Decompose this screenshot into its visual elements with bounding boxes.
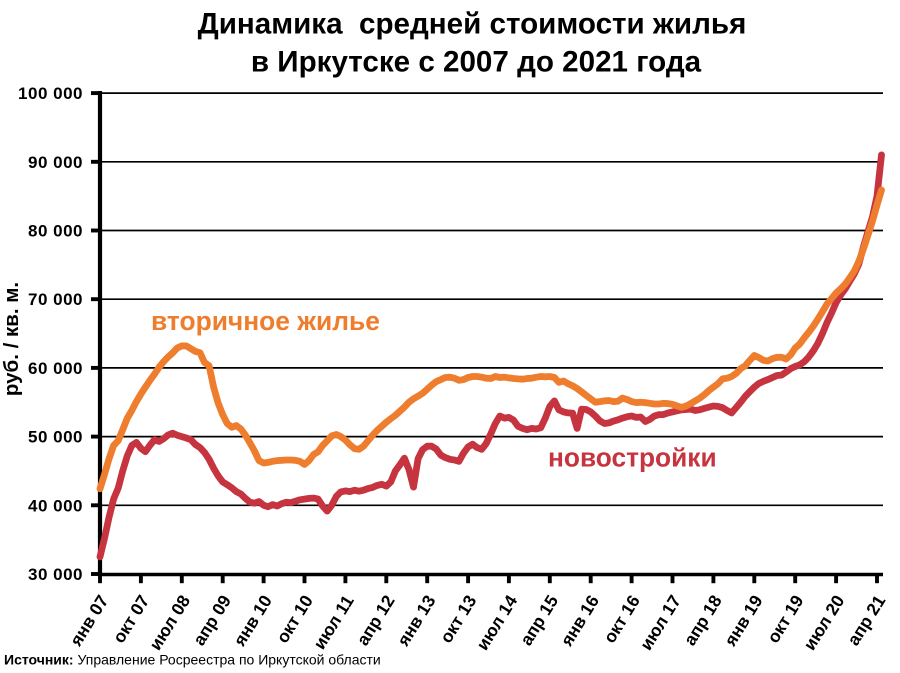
svg-text:30 000: 30 000 [28, 565, 83, 584]
svg-text:70 000: 70 000 [28, 290, 83, 309]
svg-text:60 000: 60 000 [28, 359, 83, 378]
svg-text:50 000: 50 000 [28, 428, 83, 447]
svg-text:100 000: 100 000 [18, 84, 83, 103]
svg-text:в Иркутске с 2007 до 2021 года: в Иркутске с 2007 до 2021 года [251, 46, 702, 79]
svg-text:вторичное жилье: вторичное жилье [151, 306, 380, 336]
svg-text:Источник: Управление Росреестр: Источник: Управление Росреестра по Иркут… [4, 652, 381, 668]
svg-text:Динамика средней стоимости жи: Динамика средней стоимости жилья [198, 8, 747, 41]
svg-text:90 000: 90 000 [28, 153, 83, 172]
svg-text:40 000: 40 000 [28, 496, 83, 515]
svg-text:руб. / кв. м.: руб. / кв. м. [0, 282, 23, 396]
svg-text:80 000: 80 000 [28, 222, 83, 241]
svg-text:новостройки: новостройки [548, 443, 717, 473]
